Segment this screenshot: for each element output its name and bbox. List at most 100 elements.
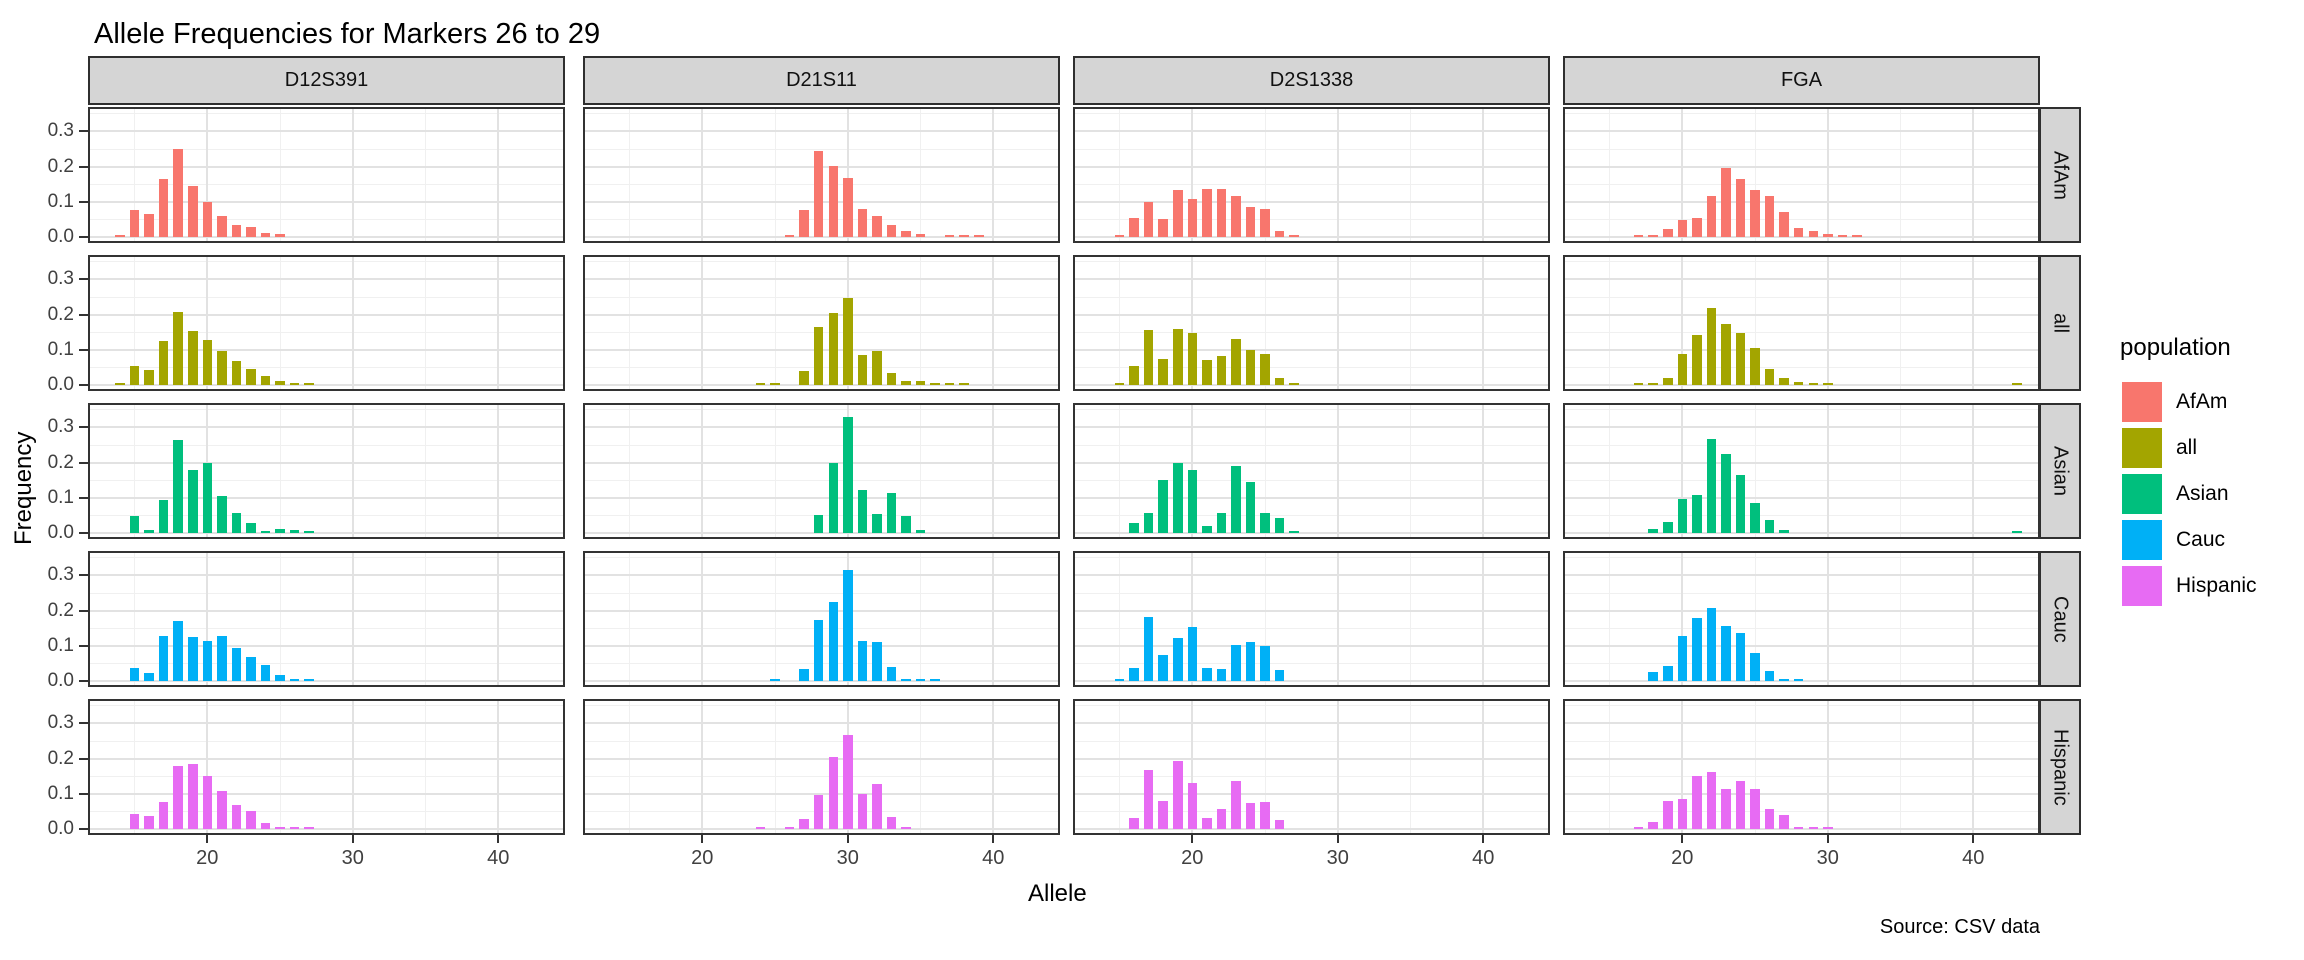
gridline-major-x [992,109,995,241]
freq-bar [1779,815,1789,829]
gridline-major-x [1336,405,1339,537]
gridline-major-x [1482,257,1485,389]
y-axis-tick-label: 0.1 [47,190,74,212]
freq-bar [2012,383,2022,385]
x-axis-tick-label: 20 [1181,847,1204,869]
freq-bar [770,383,780,385]
y-axis-tick-label: 0.1 [47,634,74,656]
freq-bar [1663,801,1673,829]
freq-bar [1677,799,1688,829]
gridline-minor-y [1565,261,2038,263]
freq-bar [755,383,766,385]
gridline-major-x [206,701,209,833]
freq-bar [1692,218,1702,237]
gridline-minor-x [920,405,922,537]
freq-bar [1187,470,1198,533]
gridline-major-y [1075,574,1548,577]
gridline-minor-x [629,701,631,833]
gridline-major-y [90,574,563,577]
freq-bar [1764,369,1775,385]
gridline-major-y [1565,200,2038,203]
gridline-major-y [1565,574,2038,577]
freq-bar [1721,168,1731,237]
freq-bar [275,234,285,237]
freq-bar [1216,189,1227,237]
freq-bar [246,657,256,681]
gridline-minor-x [1609,701,1611,833]
gridline-major-y [1565,496,2038,499]
freq-bar [1216,809,1227,829]
gridline-minor-x [920,553,922,685]
y-axis-tick [79,828,88,830]
facet-panel-D21S11-Cauc [583,551,1060,687]
facet-row-strip-Asian: Asian [2039,403,2081,539]
gridline-major-x [1191,553,1194,685]
gridline-minor-x [1609,553,1611,685]
y-axis-tick-label: 0.3 [47,120,74,142]
gridline-minor-x [629,405,631,537]
gridline-major-x [351,257,354,389]
freq-bar [202,202,213,237]
freq-bar [1779,679,1789,681]
freq-bar [1750,190,1760,237]
gridline-major-y [1565,236,2038,238]
freq-bar [1187,199,1198,237]
gridline-major-y [1075,757,1548,760]
gridline-minor-y [1565,592,2038,594]
y-axis-tick [79,644,88,647]
freq-bar [1260,513,1270,533]
x-axis-tick [1336,835,1339,843]
gridline-minor-y [1565,705,2038,707]
freq-bar [1706,772,1717,829]
freq-bar [799,371,809,385]
gridline-minor-x [425,553,427,685]
freq-bar [1823,234,1833,237]
gridline-minor-y [585,261,1058,263]
freq-bar [944,383,955,385]
gridline-minor-x [1264,109,1266,241]
gridline-minor-y [90,740,563,742]
gridline-major-x [497,405,500,537]
freq-bar [930,383,940,385]
freq-bar [1633,383,1644,385]
x-axis-tick [1482,835,1485,843]
freq-bar [799,669,809,681]
gridline-major-y [90,348,563,351]
gridline-minor-y [1565,409,2038,411]
freq-bar [1677,220,1688,237]
freq-bar [1663,378,1673,385]
freq-bar [784,827,795,829]
y-axis-tick [79,426,88,429]
facet-row-strip-label: Hispanic [2049,728,2072,806]
gridline-minor-x [774,257,776,389]
freq-bar [231,513,242,533]
freq-bar [1721,789,1731,829]
freq-bar [188,764,198,829]
facet-row-strip-label: Asian [2049,445,2072,497]
gridline-minor-x [774,553,776,685]
y-axis-tick [79,165,88,168]
freq-bar [1245,350,1256,385]
gridline-minor-y [1565,218,2038,220]
gridline-minor-x [1754,405,1756,537]
freq-bar [129,366,140,385]
freq-bar [872,216,882,237]
x-axis-tick [992,835,995,843]
gridline-minor-x [920,701,922,833]
freq-bar [1735,333,1746,385]
y-axis-tick-label: 0.0 [47,670,74,691]
legend-swatch-Asian [2122,474,2162,514]
x-axis-tick-label: 20 [1671,847,1694,869]
freq-bar [246,523,256,533]
gridline-minor-y [90,775,563,777]
freq-bar [959,383,969,385]
freq-bar [813,515,824,533]
gridline-minor-y [1075,183,1548,185]
gridline-minor-x [1264,257,1266,389]
gridline-minor-x [629,257,631,389]
gridline-major-y [90,236,563,238]
gridline-minor-y [585,409,1058,411]
legend-swatch-Hispanic [2122,566,2162,606]
freq-bar [304,679,314,681]
